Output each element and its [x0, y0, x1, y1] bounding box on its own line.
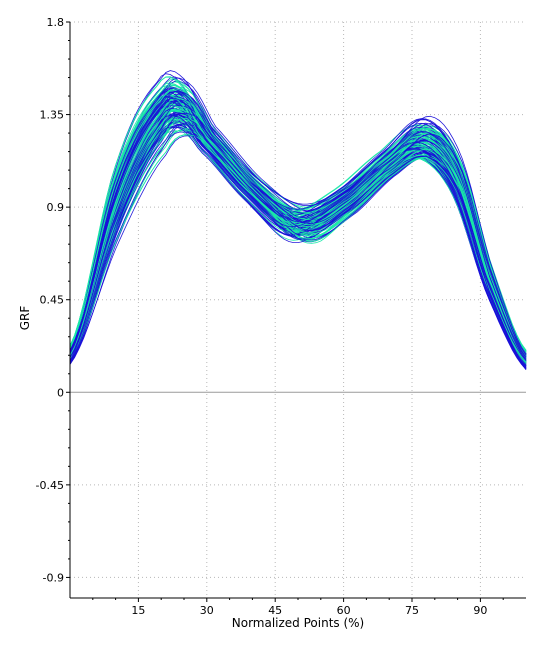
x-tick-label: 30: [200, 604, 214, 617]
y-tick-label: -0.45: [36, 479, 64, 492]
y-axis-ticks: 1.8 1.35 0.9 0.45 0 -0.45 -0.9: [36, 16, 70, 584]
x-axis-ticks: 15 30 45 60 75 90: [92, 598, 504, 617]
y-tick-label: 0.9: [47, 201, 65, 214]
grf-curve: [69, 134, 527, 363]
y-tick-label: -0.9: [43, 571, 64, 584]
grf-curve: [69, 119, 527, 363]
y-tick-label: 0.45: [40, 294, 65, 307]
x-axis-label: Normalized Points (%): [232, 616, 365, 630]
y-tick-label: 1.8: [47, 16, 65, 29]
grf-curve: [69, 97, 527, 356]
grf-curve: [69, 114, 527, 361]
grf-curve: [69, 126, 527, 369]
series-lines: [69, 70, 527, 370]
x-tick-label: 90: [473, 604, 487, 617]
x-tick-label: 75: [405, 604, 419, 617]
grf-curve: [69, 106, 527, 362]
y-tick-label: 0: [57, 386, 64, 399]
y-axis-label: GRF: [18, 306, 32, 331]
x-tick-label: 15: [131, 604, 145, 617]
grf-curve: [69, 91, 527, 367]
grf-curve: [69, 114, 527, 362]
grf-curve: [69, 90, 527, 369]
x-tick-label: 45: [268, 604, 282, 617]
grf-curve: [69, 112, 527, 361]
y-tick-label: 1.35: [40, 109, 65, 122]
grf-curve: [69, 97, 527, 357]
grf-curve: [69, 90, 527, 355]
x-tick-label: 60: [337, 604, 351, 617]
grf-curve: [69, 131, 527, 368]
grf-curve: [69, 88, 527, 355]
